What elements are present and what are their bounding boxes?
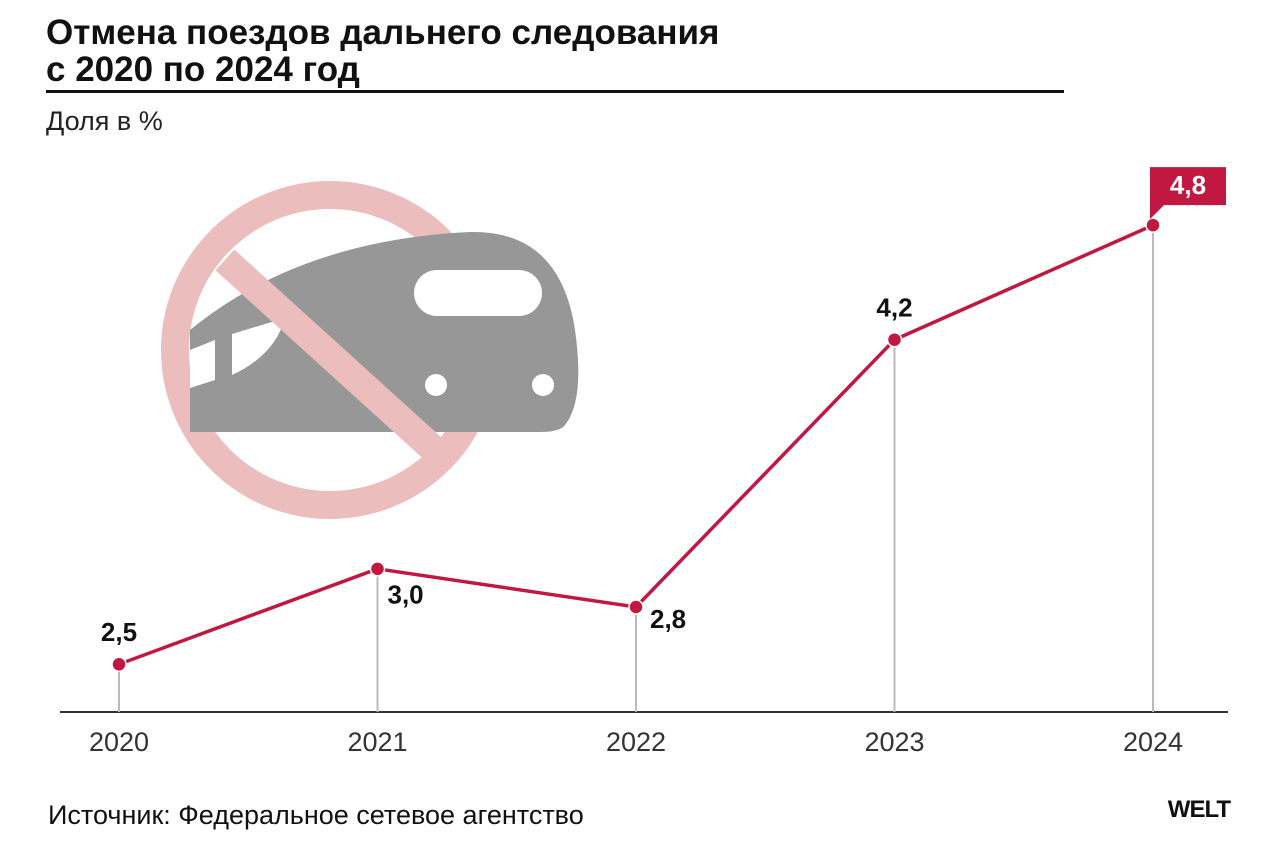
value-label: 2,8 <box>650 604 686 634</box>
value-label-box <box>1150 167 1226 220</box>
value-label: 4,2 <box>876 293 912 323</box>
x-tick-label: 2023 <box>864 727 924 757</box>
x-tick-label: 2021 <box>347 727 407 757</box>
chart-title: Отмена поездов дальнего следования с 202… <box>46 13 720 89</box>
data-point <box>886 331 903 348</box>
data-point <box>1145 217 1161 233</box>
chart-subtitle: Доля в % <box>46 106 163 136</box>
x-tick-label: 2020 <box>89 727 149 757</box>
x-tick-label: 2024 <box>1123 727 1183 757</box>
data-point <box>628 599 644 615</box>
x-tick-label: 2022 <box>606 727 666 757</box>
title-rule <box>46 90 1064 93</box>
value-label: 3,0 <box>388 580 424 610</box>
data-point <box>369 561 386 577</box>
data-point <box>111 656 127 673</box>
source-note: Источник: Федеральное сетевое агентство <box>48 800 584 830</box>
value-label: 2,5 <box>101 617 137 647</box>
value-label: 4,8 <box>1170 170 1206 200</box>
train-icon <box>161 181 579 519</box>
brand-logo: WELT <box>1167 796 1231 823</box>
